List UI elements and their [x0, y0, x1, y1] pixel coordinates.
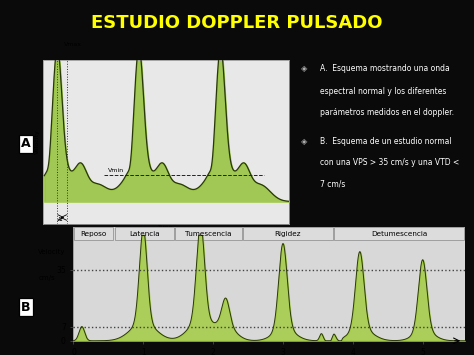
Text: 7 cm/s: 7 cm/s: [320, 179, 346, 188]
Bar: [334, 227, 464, 240]
Text: A.  Esquema mostrando una onda: A. Esquema mostrando una onda: [320, 64, 450, 73]
Text: cm/s: cm/s: [38, 275, 55, 281]
Text: Vmax: Vmax: [64, 42, 82, 47]
Bar: [74, 227, 113, 240]
Text: B.  Esquema de un estudio normal: B. Esquema de un estudio normal: [320, 137, 452, 146]
Text: Rigidez: Rigidez: [274, 231, 301, 237]
Bar: [175, 227, 242, 240]
Text: Detumescencia: Detumescencia: [371, 231, 427, 237]
Text: ESTUDIO DOPPLER PULSADO: ESTUDIO DOPPLER PULSADO: [91, 14, 383, 32]
Text: parámetros medidos en el doppler.: parámetros medidos en el doppler.: [320, 108, 454, 117]
Text: Vmin: Vmin: [108, 168, 124, 173]
Text: Tumescencia: Tumescencia: [185, 231, 232, 237]
Text: Δt: Δt: [58, 217, 64, 222]
Text: B: B: [21, 301, 31, 313]
X-axis label: Time: Time: [158, 225, 173, 230]
Text: ◈: ◈: [301, 137, 308, 146]
Text: ◈: ◈: [301, 64, 308, 73]
Text: Latencia: Latencia: [129, 231, 160, 237]
Y-axis label: Velocity: Velocity: [35, 130, 40, 154]
Bar: [243, 227, 333, 240]
Text: Reposo: Reposo: [81, 231, 107, 237]
Text: con una VPS > 35 cm/s y una VTD <: con una VPS > 35 cm/s y una VTD <: [320, 158, 459, 167]
Bar: [115, 227, 174, 240]
Text: Velocity: Velocity: [38, 249, 66, 255]
Text: espectral normal y los diferentes: espectral normal y los diferentes: [320, 87, 447, 96]
Text: A: A: [21, 137, 31, 150]
